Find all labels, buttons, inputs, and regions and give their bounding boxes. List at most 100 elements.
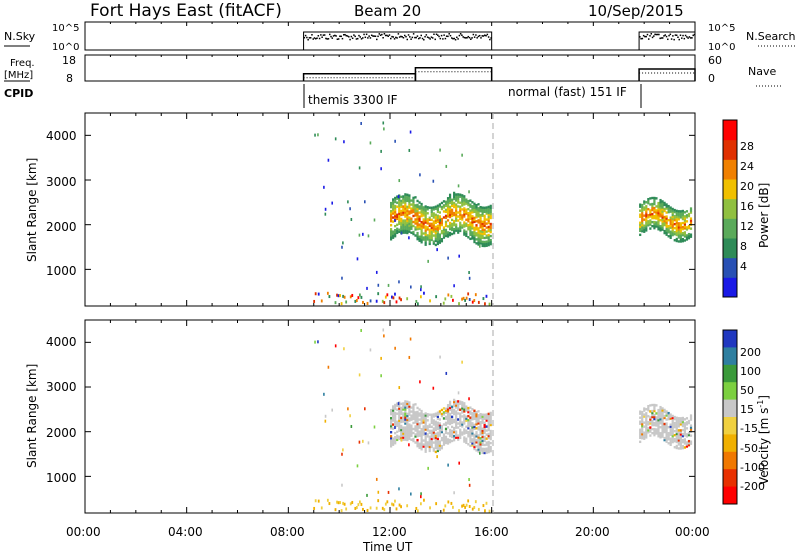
velocity-echo — [406, 430, 409, 434]
velocity-echo — [655, 424, 658, 427]
power-echo — [394, 204, 397, 208]
power-echo — [482, 297, 485, 301]
velocity-echo — [643, 435, 646, 438]
velocity-echo — [390, 416, 393, 420]
power-echo — [645, 213, 648, 216]
velocity-echo — [463, 416, 466, 419]
power-echo — [410, 219, 413, 222]
velocity-echo — [471, 442, 474, 445]
velocity-echo — [422, 413, 425, 416]
velocity-echo — [410, 438, 413, 441]
power-echo — [671, 223, 674, 227]
velocity-cbar-swatch — [723, 417, 737, 435]
power-echo — [479, 234, 482, 237]
velocity-echo — [406, 406, 409, 410]
power-echo — [659, 202, 662, 206]
power-echo — [683, 211, 687, 214]
power-echo — [412, 220, 415, 224]
power-echo — [485, 222, 488, 225]
power-echo — [416, 215, 419, 219]
power-echo — [487, 205, 490, 209]
power-echo — [645, 229, 648, 232]
power-echo — [673, 216, 676, 220]
velocity-echo — [414, 435, 417, 438]
power-echo — [451, 198, 454, 201]
velocity-echo — [471, 416, 474, 419]
nsky-point — [339, 35, 341, 38]
velocity-echo — [455, 414, 458, 417]
power-echo — [362, 300, 364, 304]
power-echo — [446, 225, 450, 228]
power-echo — [655, 223, 658, 226]
power-echo — [469, 229, 472, 233]
velocity-echo — [426, 435, 429, 438]
power-echo — [477, 233, 480, 236]
power-echo — [481, 232, 484, 236]
velocity-echo — [408, 437, 411, 440]
freq-tick-top: 18 — [62, 54, 76, 67]
power-echo — [457, 195, 460, 198]
power-echo — [469, 211, 472, 214]
velocity-echo — [453, 418, 456, 422]
velocity-echo — [485, 437, 488, 440]
power-cbar-swatch — [723, 277, 737, 298]
power-echo — [465, 200, 468, 203]
power-echo — [463, 211, 466, 214]
velocity-cbar-tick-m200: -200 — [740, 480, 765, 493]
power-echo — [465, 222, 468, 225]
velocity-echo — [420, 492, 422, 496]
velocity-echo — [442, 508, 445, 512]
velocity-echo — [469, 436, 472, 440]
velocity-echo — [477, 440, 480, 443]
power-echo — [453, 221, 456, 225]
velocity-echo — [416, 406, 419, 410]
velocity-echo — [465, 437, 468, 440]
velocity-echo — [418, 430, 421, 433]
velocity-echo — [398, 423, 401, 426]
power-echo — [314, 133, 316, 137]
power-echo — [390, 236, 393, 239]
nsky-point — [367, 37, 369, 39]
nsky-point — [644, 35, 646, 38]
power-echo — [375, 299, 378, 303]
power-echo — [446, 201, 450, 204]
velocity-echo — [428, 423, 431, 426]
velocity-echo — [444, 415, 448, 419]
velocity-echo — [394, 403, 397, 407]
power-echo — [453, 193, 456, 197]
velocity-echo — [406, 412, 409, 416]
velocity-echo — [675, 426, 678, 430]
power-echo — [392, 230, 395, 233]
power-echo — [412, 232, 415, 236]
power-echo — [487, 225, 490, 229]
velocity-echo — [687, 431, 691, 435]
velocity-echo — [471, 422, 474, 425]
velocity-echo — [414, 415, 417, 418]
power-echo — [477, 203, 480, 206]
power-echo — [451, 204, 454, 208]
velocity-echo — [661, 409, 664, 412]
velocity-echo — [489, 449, 492, 453]
velocity-echo — [438, 448, 441, 451]
power-echo — [459, 215, 462, 219]
velocity-echo — [665, 418, 668, 421]
nsky-point — [405, 35, 407, 38]
nsky-point — [382, 37, 384, 39]
velocity-echo — [424, 448, 427, 451]
velocity-echo — [453, 412, 456, 416]
power-echo — [418, 225, 421, 228]
velocity-cbar-tick-15: 15 — [740, 403, 754, 416]
velocity-echo — [675, 422, 678, 426]
velocity-echo — [416, 422, 419, 426]
velocity-echo — [412, 409, 415, 413]
power-echo — [446, 219, 450, 222]
power-echo — [461, 214, 464, 217]
power-echo — [663, 219, 666, 223]
velocity-cbar-swatch — [723, 347, 737, 366]
nsky-point — [429, 38, 431, 40]
power-echo — [366, 301, 369, 305]
power-echo — [453, 203, 456, 207]
xtick-0800: 08:00 — [270, 525, 305, 539]
velocity-echo — [455, 426, 458, 429]
power-echo — [453, 201, 456, 205]
